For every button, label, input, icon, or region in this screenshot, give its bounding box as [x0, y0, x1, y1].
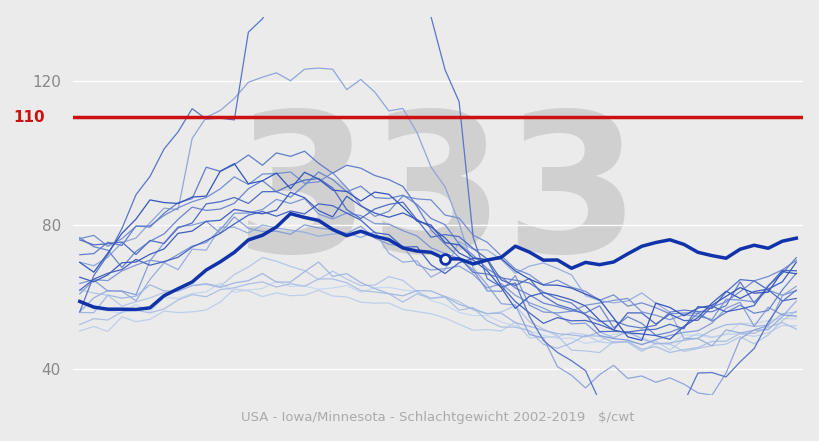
Text: 333: 333	[235, 104, 640, 292]
X-axis label: USA - Iowa/Minnesota - Schlachtgewicht 2002-2019   $/cwt: USA - Iowa/Minnesota - Schlachtgewicht 2…	[241, 411, 634, 424]
Text: 110: 110	[13, 110, 44, 125]
